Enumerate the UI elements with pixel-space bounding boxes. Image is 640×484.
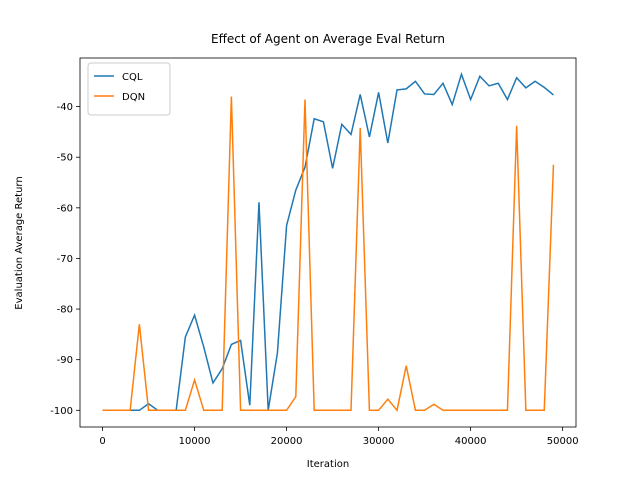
y-tick-label: -100: [50, 406, 73, 417]
y-axis-label: Evaluation Average Return: [14, 176, 25, 309]
y-tick-label: -60: [57, 203, 73, 214]
plot-frame: [79, 57, 577, 428]
y-tick-label: -50: [57, 153, 73, 164]
x-tick-label: 40000: [455, 436, 487, 447]
x-tick-label: 20000: [271, 436, 303, 447]
series-line: [102, 96, 555, 412]
y-tick-label: -80: [57, 305, 73, 316]
legend-label: CQL: [122, 72, 143, 83]
legend-box: [87, 62, 171, 116]
legend-label: DQN: [122, 92, 145, 103]
x-tick-label: 0: [99, 436, 105, 447]
chart-title: Effect of Agent on Average Eval Return: [211, 32, 445, 46]
x-tick-label: 10000: [179, 436, 211, 447]
x-tick-label: 30000: [363, 436, 395, 447]
y-tick-label: -40: [57, 102, 73, 113]
x-axis-label: Iteration: [307, 459, 349, 470]
x-tick-label: 50000: [547, 436, 579, 447]
y-tick-label: -70: [57, 254, 73, 265]
series-line: [102, 71, 554, 412]
y-tick-label: -90: [57, 355, 73, 366]
